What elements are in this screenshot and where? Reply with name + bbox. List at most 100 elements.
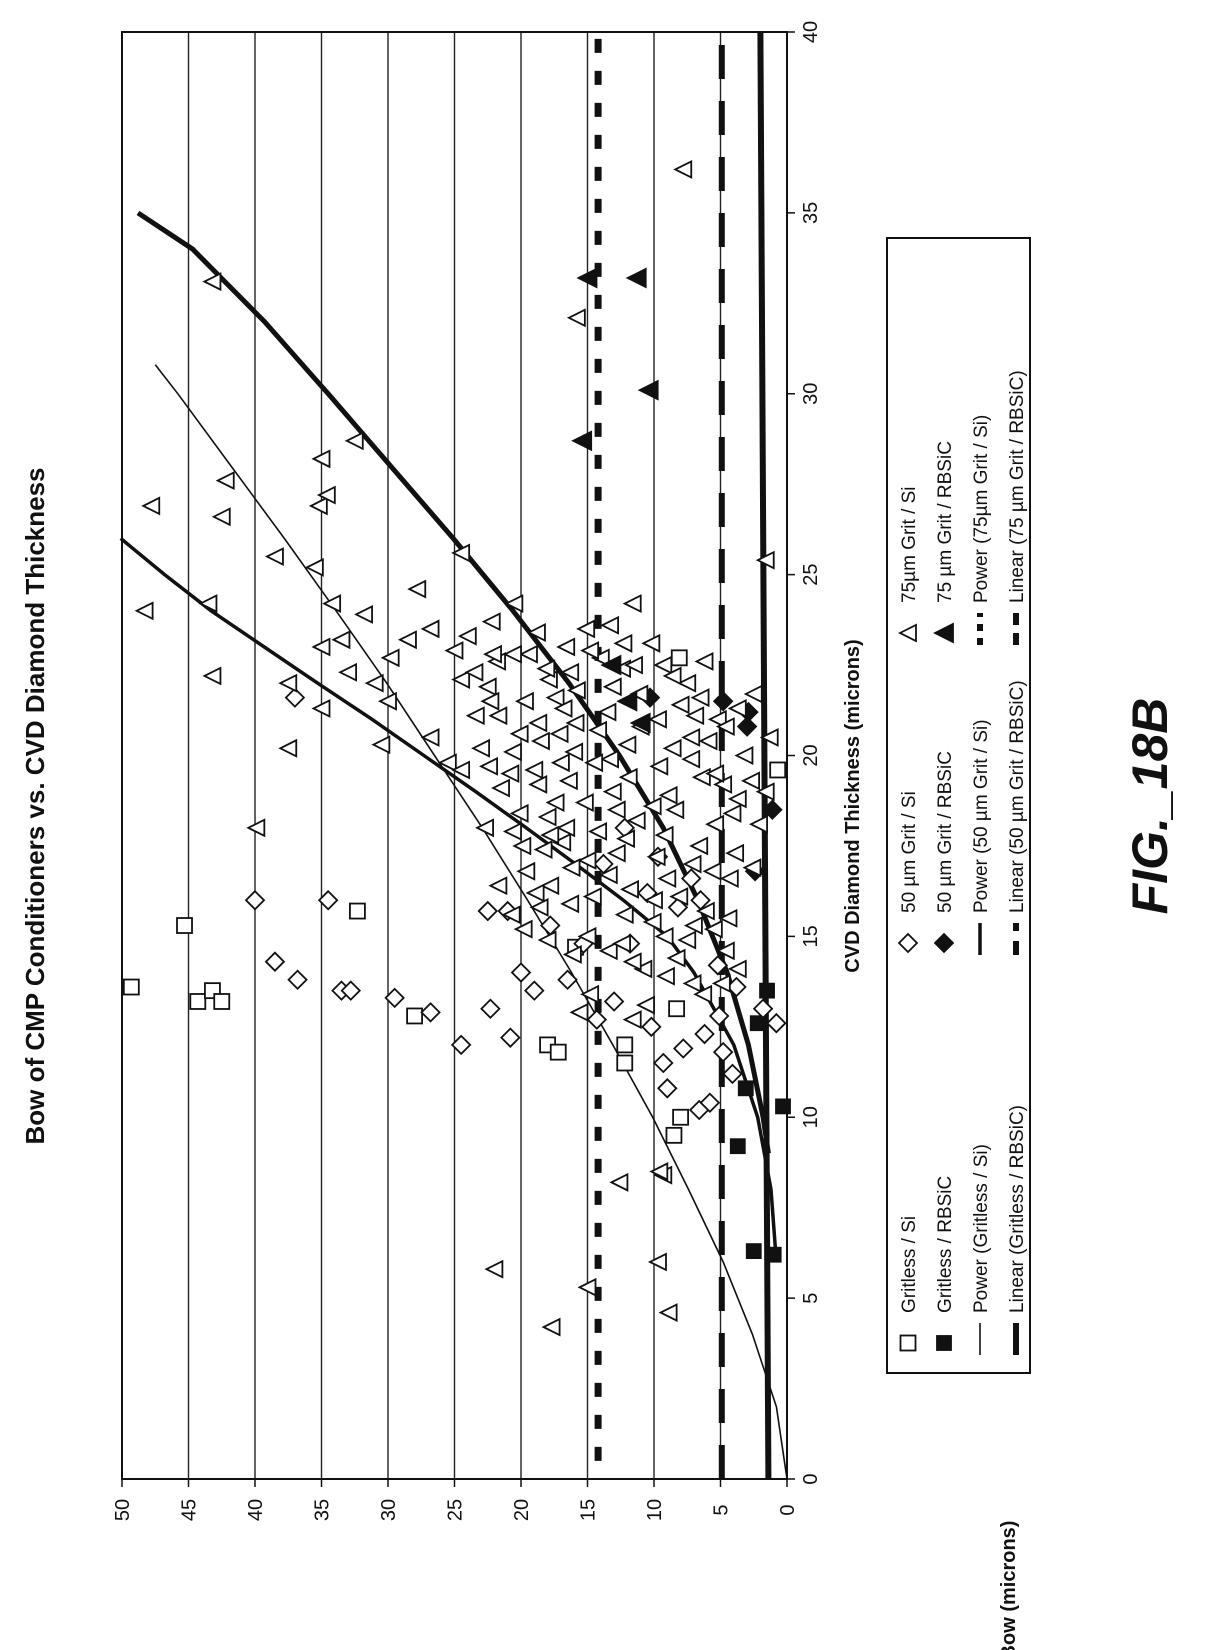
point-open-triangle (561, 773, 577, 789)
point-open-triangle (533, 733, 549, 749)
point-open-triangle (544, 1319, 560, 1335)
point-open-triangle (582, 643, 598, 659)
point-open-triangle (693, 690, 709, 706)
point-open-triangle (482, 693, 498, 709)
point-open-triangle (643, 635, 659, 651)
x-tick-label: 30 (800, 383, 822, 405)
point-open-triangle (562, 896, 578, 912)
point-open-square (350, 904, 365, 919)
y-axis-title: Bow (microns) (998, 1521, 1020, 1650)
point-open-triangle (502, 766, 518, 782)
point-open-triangle (552, 726, 568, 742)
point-filled-square (760, 984, 774, 998)
point-open-triangle (528, 885, 544, 901)
point-filled-square (747, 1244, 761, 1258)
point-open-square (214, 994, 229, 1009)
chart-title: Bow of CMP Conditioners vs. CVD Diamond … (20, 467, 50, 1144)
point-open-triangle (655, 657, 671, 673)
y-tick-label: 50 (112, 1499, 134, 1521)
y-tick-label: 15 (578, 1499, 600, 1521)
point-open-triangle (659, 870, 675, 886)
point-open-square (190, 994, 205, 1009)
point-open-triangle (609, 845, 625, 861)
point-open-diamond (754, 1000, 772, 1018)
point-open-triangle (214, 509, 230, 525)
x-tick-label: 10 (800, 1106, 822, 1128)
point-open-triangle (665, 740, 681, 756)
point-open-triangle (611, 1174, 627, 1190)
point-open-triangle (645, 914, 661, 930)
point-open-triangle (619, 737, 635, 753)
point-filled-triangle (628, 269, 646, 287)
point-open-triangle (383, 650, 399, 666)
y-tick-label: 45 (179, 1499, 201, 1521)
point-filled-square (739, 1081, 753, 1095)
point-open-square (672, 650, 687, 665)
legend-label: 50 µm Grit / RBSiC (935, 751, 956, 913)
point-open-square (673, 1110, 688, 1125)
point-open-triangle (638, 997, 654, 1013)
point-open-diamond (642, 1018, 660, 1036)
point-open-triangle (714, 975, 730, 991)
point-open-triangle (558, 639, 574, 655)
legend-symbol-filled-triangle (935, 624, 953, 642)
point-open-triangle (661, 787, 677, 803)
point-open-diamond (723, 1065, 741, 1083)
point-filled-diamond (714, 692, 732, 710)
point-open-triangle (484, 614, 500, 630)
point-open-triangle (505, 823, 521, 839)
point-open-triangle (521, 646, 537, 662)
y-tick-label: 0 (777, 1504, 799, 1515)
point-open-square (407, 1008, 422, 1023)
x-tick-label: 40 (800, 21, 822, 43)
point-open-diamond (246, 891, 264, 909)
legend-label: Linear (Gritless / RBSiC) (1007, 1105, 1028, 1313)
point-open-triangle (373, 737, 389, 753)
point-open-triangle (409, 581, 425, 597)
legend-label: 50 µm Grit / Si (899, 791, 920, 913)
point-open-triangle (730, 791, 746, 807)
point-filled-triangle (640, 381, 658, 399)
point-open-triangle (675, 161, 691, 177)
point-open-diamond (266, 953, 284, 971)
point-open-triangle (137, 603, 153, 619)
point-open-triangle (602, 751, 618, 767)
point-open-diamond (714, 1043, 732, 1061)
point-open-triangle (505, 646, 521, 662)
point-filled-square (731, 1139, 745, 1153)
point-open-diamond (588, 1011, 606, 1029)
legend-symbol-filled-diamond (935, 934, 953, 952)
point-open-diamond (289, 971, 307, 989)
point-open-triangle (473, 740, 489, 756)
point-open-triangle (687, 708, 703, 724)
point-open-triangle (553, 755, 569, 771)
point-open-triangle (683, 751, 699, 767)
point-filled-triangle (573, 432, 591, 450)
point-open-triangle (512, 726, 528, 742)
point-open-triangle (625, 596, 641, 612)
point-open-triangle (480, 679, 496, 695)
point-open-triangle (347, 433, 363, 449)
legend-label: Gritless / Si (899, 1216, 920, 1313)
point-open-triangle (490, 878, 506, 894)
point-open-triangle (333, 632, 349, 648)
point-open-triangle (730, 700, 746, 716)
series-open-triangle (137, 161, 778, 1335)
legend-symbol-filled-square (937, 1336, 951, 1350)
point-open-triangle (468, 708, 484, 724)
point-open-triangle (650, 1254, 666, 1270)
point-open-triangle (532, 899, 548, 915)
point-open-square (551, 1045, 566, 1060)
point-open-triangle (673, 697, 689, 713)
point-open-triangle (685, 975, 701, 991)
point-open-triangle (701, 733, 717, 749)
point-open-triangle (697, 653, 713, 669)
point-open-triangle (143, 498, 159, 514)
point-open-triangle (590, 823, 606, 839)
point-open-triangle (204, 668, 220, 684)
legend-label: 75 µm Grit / RBSiC (935, 441, 956, 603)
point-open-triangle (578, 621, 594, 637)
figure-label: FIG._18B (1121, 698, 1179, 915)
axis-labels: Bow of CMP Conditioners vs. CVD Diamond … (20, 467, 1020, 1650)
point-open-triangle (601, 943, 617, 959)
